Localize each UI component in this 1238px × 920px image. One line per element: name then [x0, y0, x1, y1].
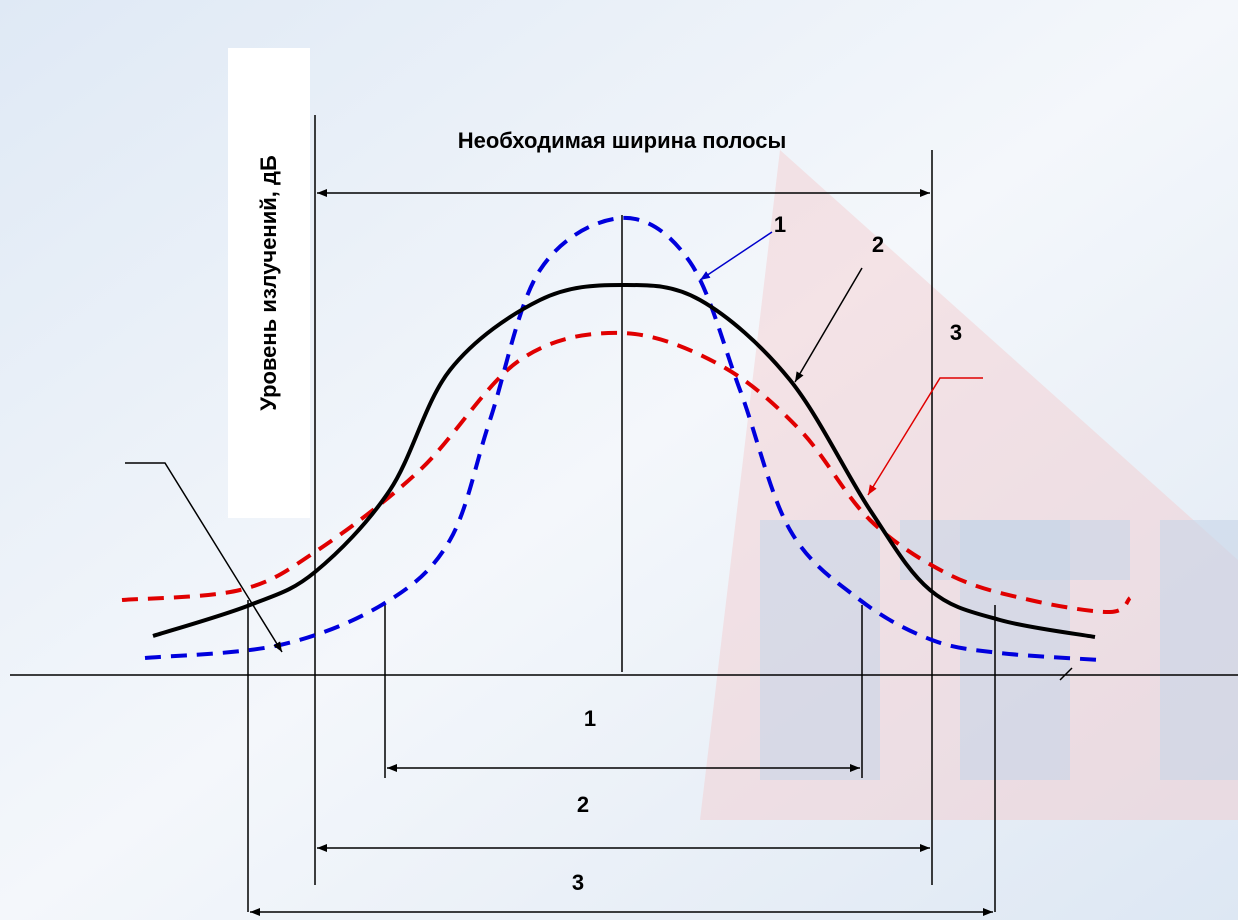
body: Уровень излучений, дБ Необходимая ширина… — [0, 0, 1238, 920]
diagram: Уровень излучений, дБ Необходимая ширина… — [0, 0, 1238, 920]
title: Необходимая ширина полосы — [458, 128, 787, 153]
bandwidth-label: 1 — [584, 706, 596, 731]
bandwidth-label: 2 — [577, 792, 589, 817]
bg-letter — [1160, 520, 1238, 780]
page: Bandwidth diagram {"title": "Необходимая… — [0, 0, 1238, 920]
curve-label: 1 — [774, 212, 786, 237]
curve-label: 3 — [950, 320, 962, 345]
bandwidth-label: 3 — [572, 870, 584, 895]
curve-label: 2 — [872, 232, 884, 257]
y-axis-label: Уровень излучений, дБ — [256, 155, 281, 411]
